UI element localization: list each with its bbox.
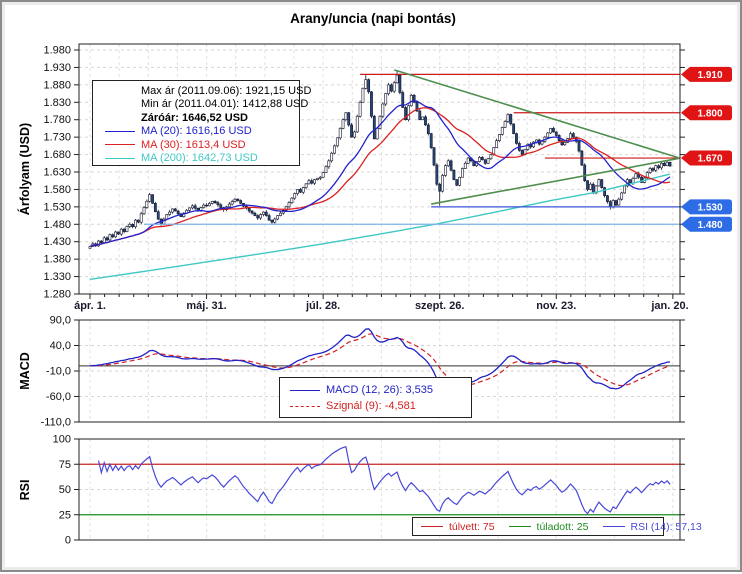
svg-text:40,0: 40,0 bbox=[50, 340, 71, 352]
legend-row-ma20: MA (20): 1616,16 USD bbox=[105, 125, 299, 139]
svg-text:1.780: 1.780 bbox=[43, 114, 71, 126]
price-legend: Max ár (2011.09.06): 1921,15 USD Min ár … bbox=[92, 80, 311, 166]
price-flag-1.670 bbox=[681, 150, 732, 166]
x-tick-3: szept. 26. bbox=[415, 300, 465, 312]
trendline-1 bbox=[393, 69, 679, 159]
legend-signal: Szignál (9): -4,581 bbox=[326, 400, 416, 412]
signal-line bbox=[89, 333, 671, 387]
price-flags: 1.910 1.800 1.670 1.530 1.480 bbox=[681, 66, 732, 232]
legend-macd: MACD (12, 26): 3,535 bbox=[326, 384, 433, 396]
legend-row-signal: Szignál (9): -4,581 bbox=[290, 398, 471, 414]
rsi-line bbox=[97, 445, 671, 515]
svg-text:1.880: 1.880 bbox=[43, 79, 71, 91]
ma200-line-swatch bbox=[105, 157, 135, 159]
legend-min-price: Min ár (2011.04.01): 1412,88 USD bbox=[141, 98, 309, 111]
svg-text:0: 0 bbox=[65, 535, 71, 547]
svg-text:1.280: 1.280 bbox=[43, 288, 71, 300]
svg-text:50: 50 bbox=[59, 484, 71, 496]
macd-plot bbox=[79, 328, 680, 391]
svg-text:25: 25 bbox=[59, 509, 71, 521]
oversold-line-swatch bbox=[508, 526, 531, 527]
svg-text:1.430: 1.430 bbox=[43, 236, 71, 248]
overbought-line-swatch bbox=[421, 526, 443, 527]
x-tick-4: nov. 23. bbox=[536, 300, 576, 312]
legend-row-close: Záróár: 1646,52 USD bbox=[105, 111, 299, 125]
svg-text:1.580: 1.580 bbox=[43, 184, 71, 196]
svg-text:-110,0: -110,0 bbox=[41, 417, 71, 429]
price-flag-1.800 bbox=[681, 105, 732, 121]
svg-text:1.800: 1.800 bbox=[697, 108, 722, 119]
svg-text:1.530: 1.530 bbox=[43, 201, 71, 213]
svg-text:-60,0: -60,0 bbox=[46, 391, 71, 403]
svg-text:-10,0: -10,0 bbox=[46, 366, 71, 378]
legend-row-ma30: MA (30): 1613,4 USD bbox=[105, 138, 299, 152]
ma30-line-swatch bbox=[105, 144, 135, 146]
svg-text:1.930: 1.930 bbox=[43, 62, 71, 74]
level-lines bbox=[144, 69, 680, 225]
svg-text:1.910: 1.910 bbox=[697, 70, 722, 81]
rsi-axis-label: RSI bbox=[18, 480, 32, 501]
macd-axis-label: MACD bbox=[18, 352, 32, 390]
legend-oversold: túladott: 25 bbox=[536, 520, 589, 533]
legend-ma30: MA (30): 1613,4 USD bbox=[141, 138, 246, 151]
macd-legend: MACD (12, 26): 3,535 Szignál (9): -4,581 bbox=[279, 377, 472, 418]
svg-text:100: 100 bbox=[53, 434, 71, 446]
svg-text:1.670: 1.670 bbox=[697, 154, 722, 165]
legend-ma200: MA (200): 1642,73 USD bbox=[141, 152, 258, 165]
svg-text:1.530: 1.530 bbox=[697, 202, 722, 213]
price-axis-label: Árfolyam (USD) bbox=[17, 123, 32, 215]
svg-text:1.980: 1.980 bbox=[43, 45, 71, 57]
ma200-line bbox=[89, 173, 671, 281]
legend-overbought: túlvett: 75 bbox=[449, 520, 495, 533]
legend-row-ma200: MA (200): 1642,73 USD bbox=[105, 152, 299, 166]
svg-text:90,0: 90,0 bbox=[50, 315, 71, 327]
svg-text:1.630: 1.630 bbox=[43, 166, 71, 178]
trendline-2 bbox=[431, 157, 679, 205]
legend-rsi: RSI (14): 57,13 bbox=[630, 520, 702, 533]
svg-text:75: 75 bbox=[59, 459, 71, 471]
svg-text:1.830: 1.830 bbox=[43, 97, 71, 109]
axes: 1.980 1.930 1.880 1.830 1.780 1.730 1.680 1.630… bbox=[41, 43, 689, 547]
price-flag-1.480 bbox=[681, 216, 732, 232]
ma20-line bbox=[89, 100, 671, 248]
svg-text:1.730: 1.730 bbox=[43, 132, 71, 144]
legend-item-rsi: RSI (14): 57,13 bbox=[602, 520, 702, 533]
macd-line-swatch bbox=[290, 389, 320, 391]
macd-line bbox=[89, 328, 671, 391]
legend-item-oversold: túladott: 25 bbox=[508, 520, 589, 533]
signal-line-swatch bbox=[290, 405, 320, 407]
svg-text:1.680: 1.680 bbox=[43, 149, 71, 161]
legend-row-min: Min ár (2011.04.01): 1412,88 USD bbox=[105, 98, 308, 112]
svg-text:1.330: 1.330 bbox=[43, 271, 71, 283]
svg-text:1.380: 1.380 bbox=[43, 254, 71, 266]
legend-max-price: Max ár (2011.09.06): 1921,15 USD bbox=[141, 84, 312, 97]
legend-item-overbought: túlvett: 75 bbox=[421, 521, 495, 533]
price-flag-1.530 bbox=[681, 199, 732, 215]
x-tick-0: ápr. 1. bbox=[74, 300, 106, 312]
rsi-line-swatch bbox=[602, 526, 625, 527]
legend-ma20: MA (20): 1616,16 USD bbox=[141, 125, 252, 138]
legend-row-max: Max ár (2011.09.06): 1921,15 USD bbox=[105, 84, 311, 98]
svg-text:1.480: 1.480 bbox=[43, 219, 71, 231]
price-flag-1.910 bbox=[681, 66, 732, 82]
x-tick-5: jan. 20. bbox=[650, 300, 688, 312]
ma30-line bbox=[89, 107, 671, 248]
legend-row-macd: MACD (12, 26): 3,535 bbox=[290, 382, 471, 398]
legend-close-price: Záróár: 1646,52 USD bbox=[141, 111, 248, 124]
svg-text:1.480: 1.480 bbox=[697, 220, 722, 231]
chart-title: Arany/uncia (napi bontás) bbox=[290, 11, 456, 26]
candlesticks bbox=[88, 70, 672, 249]
x-tick-2: júl. 28. bbox=[305, 300, 340, 312]
panel-labels: Árfolyam (USD) MACD RSI bbox=[17, 123, 32, 501]
moving-average-lines bbox=[89, 100, 671, 281]
x-tick-1: máj. 31. bbox=[186, 300, 226, 312]
rsi-plot bbox=[79, 445, 680, 516]
rsi-legend: túlvett: 75 túladott: 25 RSI (14): 57,13 bbox=[412, 517, 702, 536]
ma20-line-swatch bbox=[105, 130, 135, 132]
